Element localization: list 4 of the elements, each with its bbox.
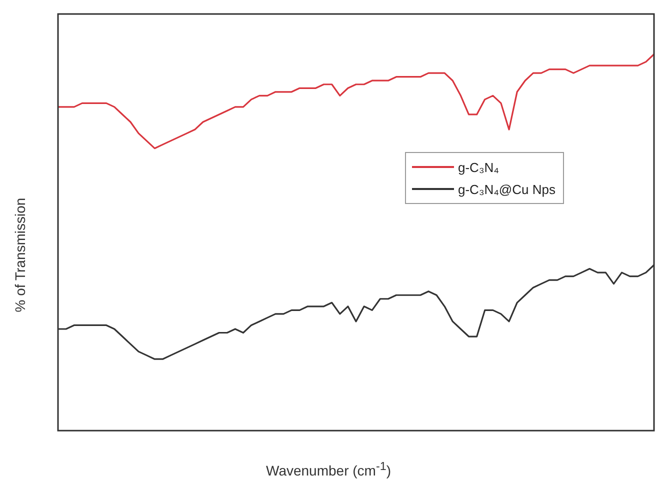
y-axis-title: % of Transmission bbox=[12, 198, 28, 312]
legend-label: g-C₃N₄@Cu Nps bbox=[458, 182, 556, 196]
x-axis-title: Wavenumber (cm$^{-1}$) bbox=[265, 460, 392, 479]
legend-label: g-C₃N₄ bbox=[458, 160, 499, 174]
